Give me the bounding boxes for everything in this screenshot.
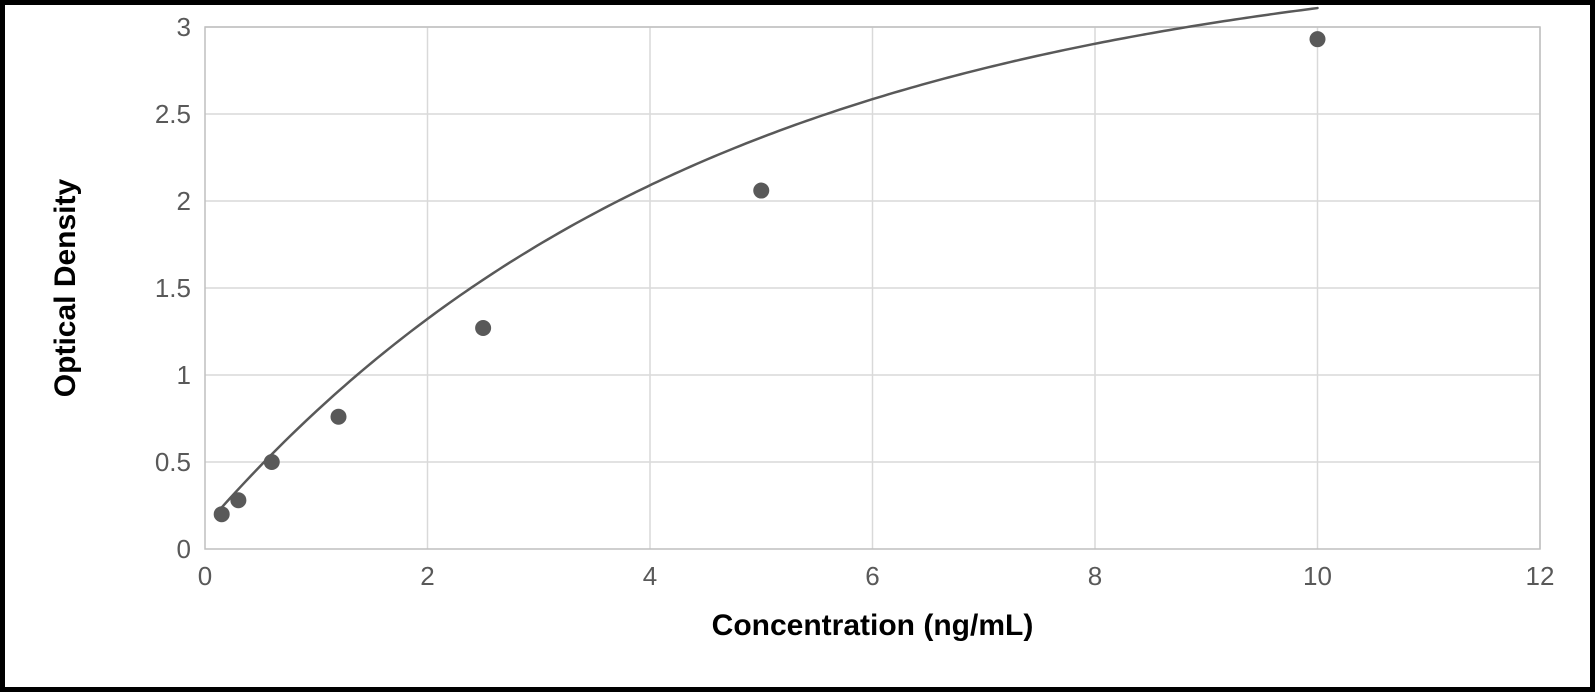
svg-text:12: 12 [1526,561,1555,591]
svg-text:8: 8 [1088,561,1102,591]
x-axis-label: Concentration (ng/mL) [712,609,1034,642]
svg-text:0: 0 [198,561,212,591]
chart-svg: 0 2 4 6 8 10 12 0 0.5 1 1.5 2 2.5 3 Concentration (ng/… [5,5,1590,687]
y-axis-label: Optical Density [49,178,82,397]
chart-plot: 0 2 4 6 8 10 12 0 0.5 1 1.5 2 2.5 3 Concentration (ng/… [5,5,1590,687]
svg-text:1.5: 1.5 [155,273,191,303]
svg-text:2: 2 [177,186,191,216]
svg-text:3: 3 [177,12,191,42]
svg-text:2: 2 [420,561,434,591]
chart-container: 0 2 4 6 8 10 12 0 0.5 1 1.5 2 2.5 3 Concentration (ng/… [0,0,1595,692]
svg-text:4: 4 [643,561,657,591]
svg-text:6: 6 [865,561,879,591]
svg-text:10: 10 [1303,561,1332,591]
svg-text:0: 0 [177,534,191,564]
svg-text:0.5: 0.5 [155,447,191,477]
svg-text:1: 1 [177,360,191,390]
svg-text:2.5: 2.5 [155,99,191,129]
